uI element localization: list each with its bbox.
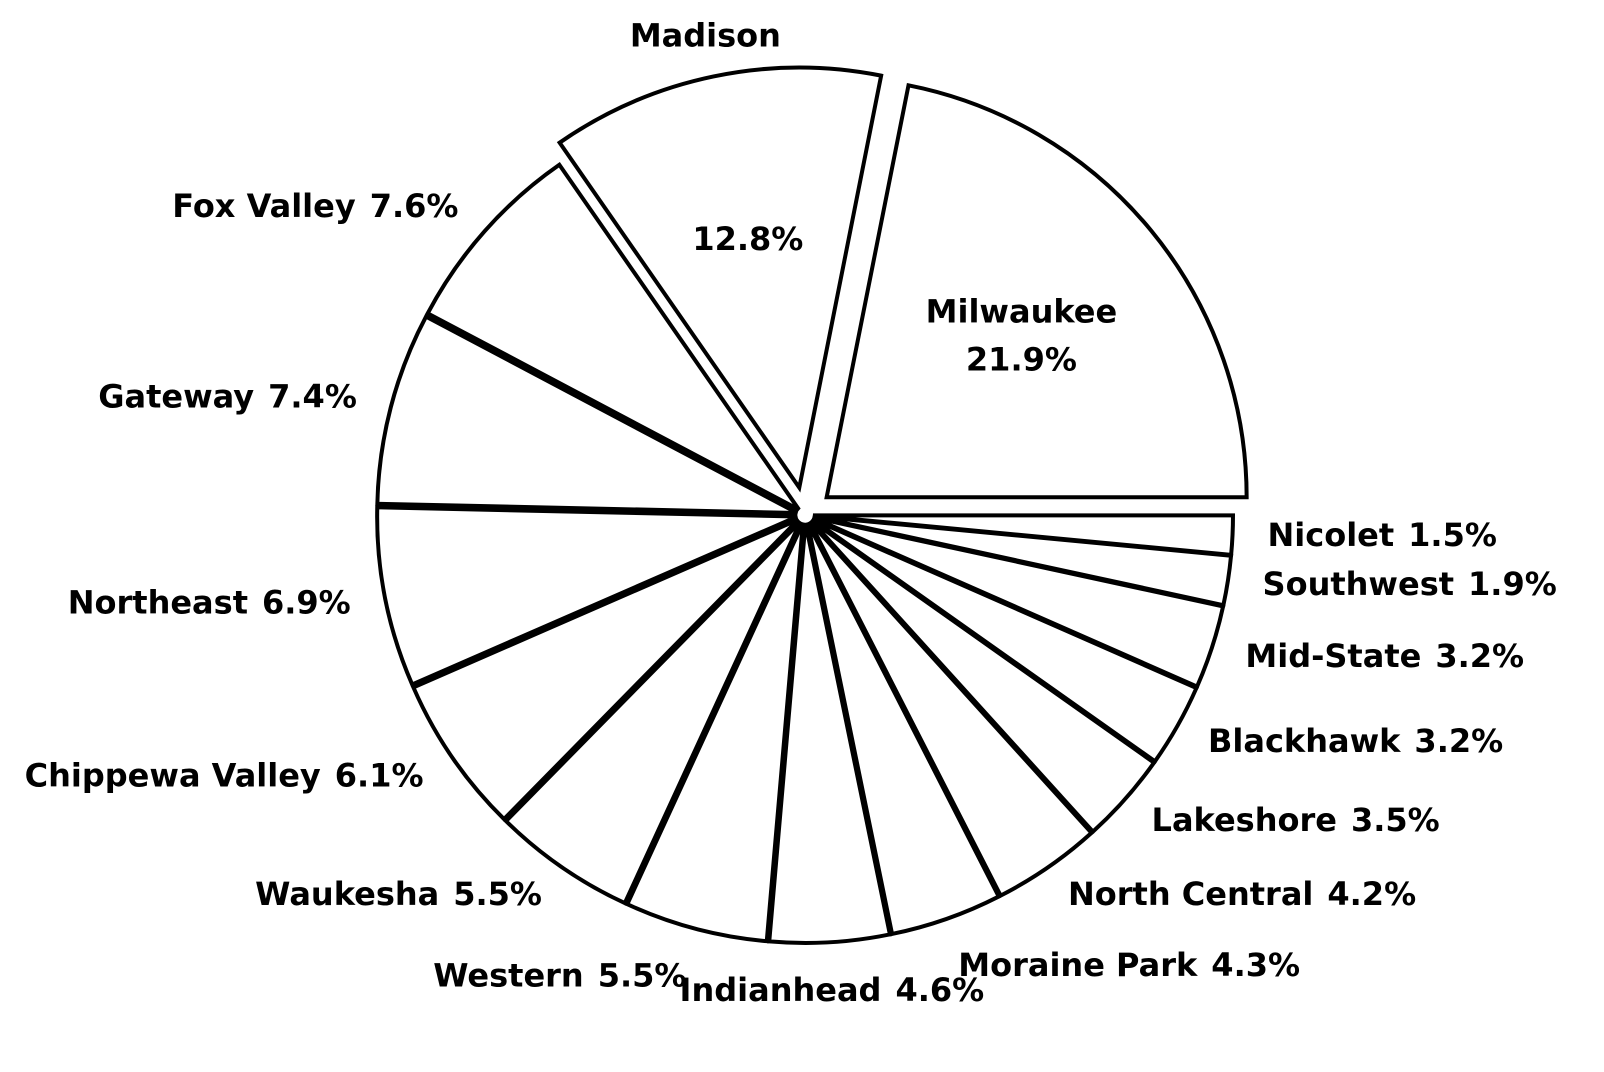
slice-name: Indianhead: [680, 971, 882, 1009]
pie-slice: [624, 521, 805, 944]
slice-name: Fox Valley: [172, 187, 356, 225]
pie-slice: [556, 65, 884, 493]
slice-name: North Central: [1068, 875, 1313, 913]
slice-label: Gateway 7.4%: [98, 378, 357, 416]
slice-value: 5.5%: [453, 875, 542, 913]
pie-slice: [824, 82, 1249, 500]
slice-label: Waukesha 5.5%: [255, 875, 542, 913]
slice-name: Waukesha: [255, 875, 439, 913]
slice-value: 4.3%: [1211, 946, 1300, 984]
slice-name: Western: [433, 957, 583, 995]
slice-value: 4.2%: [1327, 875, 1416, 913]
slice-label: Indianhead 4.6%: [680, 971, 985, 1009]
slice-label: Northeast 6.9%: [68, 584, 351, 622]
slice-value: 7.6%: [370, 187, 459, 225]
pie-slice: [812, 513, 1235, 558]
slice-label: Southwest 1.9%: [1263, 565, 1557, 603]
slice-value: 3.2%: [1414, 722, 1503, 760]
slice-value: 6.1%: [335, 756, 424, 794]
slice-label: Blackhawk 3.2%: [1208, 722, 1503, 760]
slice-label: Moraine Park 4.3%: [958, 946, 1300, 984]
slice-label: Nicolet 1.5%: [1267, 516, 1496, 554]
slice-name: Southwest: [1263, 565, 1455, 603]
slice-label: Madison: [630, 16, 781, 54]
slice-name: Nicolet: [1267, 516, 1394, 554]
slice-value: 7.4%: [268, 378, 357, 416]
slice-name: Blackhawk: [1208, 722, 1401, 760]
slice-value: 12.8%: [692, 220, 803, 258]
slice-value: 21.9%: [966, 340, 1077, 378]
slice-label: Milwaukee: [926, 292, 1118, 330]
slice-label: North Central 4.2%: [1068, 875, 1416, 913]
slice-value: 6.9%: [262, 584, 351, 622]
pie-slice: [375, 505, 798, 688]
slice-name: Mid-State: [1245, 637, 1421, 675]
slice-name: Northeast: [68, 584, 248, 622]
slice-name: Moraine Park: [958, 946, 1198, 984]
slice-name: Lakeshore: [1152, 801, 1337, 839]
pie-slice: [375, 313, 799, 515]
slice-label: Fox Valley 7.6%: [172, 187, 458, 225]
slice-value: 1.9%: [1468, 565, 1557, 603]
pie-slice: [767, 522, 893, 945]
pie-slice: [503, 520, 803, 906]
pie-slice: [410, 517, 800, 822]
slice-label: Mid-State 3.2%: [1245, 637, 1524, 675]
slice-name: Gateway: [98, 378, 254, 416]
slice-value: 5.5%: [598, 957, 687, 995]
pie-slice: [807, 520, 1095, 899]
slice-value: 3.5%: [1351, 801, 1440, 839]
slice-name: Chippewa Valley: [25, 756, 321, 794]
slice-label: Chippewa Valley 6.1%: [25, 756, 424, 794]
slice-label: Western 5.5%: [433, 957, 686, 995]
pie-slice: [425, 162, 801, 512]
pie-slice: [805, 521, 1002, 937]
slice-value: 4.6%: [895, 971, 984, 1009]
slice-label: Lakeshore 3.5%: [1152, 801, 1440, 839]
slice-value: 3.2%: [1435, 637, 1524, 675]
slice-value: 1.5%: [1408, 516, 1497, 554]
